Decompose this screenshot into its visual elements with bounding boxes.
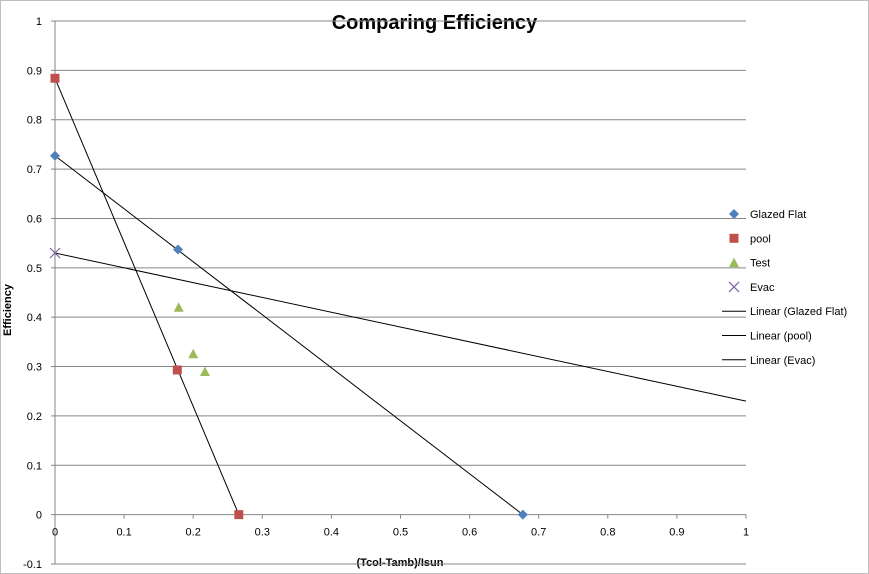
- chart-title: Comparing Efficiency: [331, 12, 538, 34]
- legend-label: Linear (pool): [750, 331, 812, 343]
- y-tick-label: 0.2: [27, 411, 42, 423]
- legend-label: pool: [750, 233, 771, 245]
- x-tick-label: 1: [743, 527, 749, 539]
- y-tick-label: 0.7: [27, 164, 42, 176]
- x-tick-label: 0.2: [186, 527, 201, 539]
- legend-label: Test: [750, 258, 770, 270]
- legend-marker: [729, 209, 739, 219]
- legend-label: Glazed Flat: [750, 209, 806, 221]
- x-axis-label: (Tcol-Tamb)/Isun: [356, 557, 444, 569]
- legend-marker: [728, 281, 740, 293]
- y-tick-label: 0.9: [27, 65, 42, 77]
- x-tick-label: 0.7: [531, 527, 546, 539]
- y-tick-label: -0.1: [23, 559, 42, 571]
- x-tick-label: 0: [52, 527, 58, 539]
- y-tick-label: 0.3: [27, 362, 42, 374]
- y-tick-label: 0.1: [27, 460, 42, 472]
- data-point: [517, 509, 528, 520]
- legend-label: Linear (Glazed Flat): [750, 306, 847, 318]
- y-tick-label: 0.4: [27, 312, 42, 324]
- x-tick-label: 0.8: [600, 527, 615, 539]
- data-point: [173, 302, 184, 312]
- data-point: [50, 73, 60, 83]
- x-tick-label: 0.5: [393, 527, 408, 539]
- legend-marker: [729, 233, 739, 243]
- data-point: [234, 510, 244, 520]
- data-point: [172, 365, 182, 375]
- data-point: [199, 366, 210, 376]
- x-tick-label: 0.1: [116, 527, 131, 539]
- data-point: [50, 150, 60, 161]
- trendline: [54, 78, 240, 515]
- data-point: [172, 244, 183, 255]
- y-tick-label: 0.8: [27, 115, 42, 127]
- y-tick-label: 0.6: [27, 213, 42, 225]
- data-point: [188, 348, 199, 359]
- y-tick-label: 0: [36, 510, 42, 522]
- x-tick-label: 0.9: [669, 527, 684, 539]
- x-tick-label: 0.6: [462, 527, 477, 539]
- x-tick-label: 0.3: [255, 527, 270, 539]
- y-tick-label: 0.5: [27, 263, 42, 275]
- trendline: [54, 155, 524, 516]
- legend-marker: [729, 257, 739, 268]
- legend-label: Evac: [750, 282, 775, 294]
- trendline: [54, 252, 747, 402]
- x-tick-label: 0.4: [324, 527, 339, 539]
- y-tick-label: 1: [36, 16, 42, 28]
- data-point: [49, 247, 61, 259]
- legend-label: Linear (Evac): [750, 355, 815, 367]
